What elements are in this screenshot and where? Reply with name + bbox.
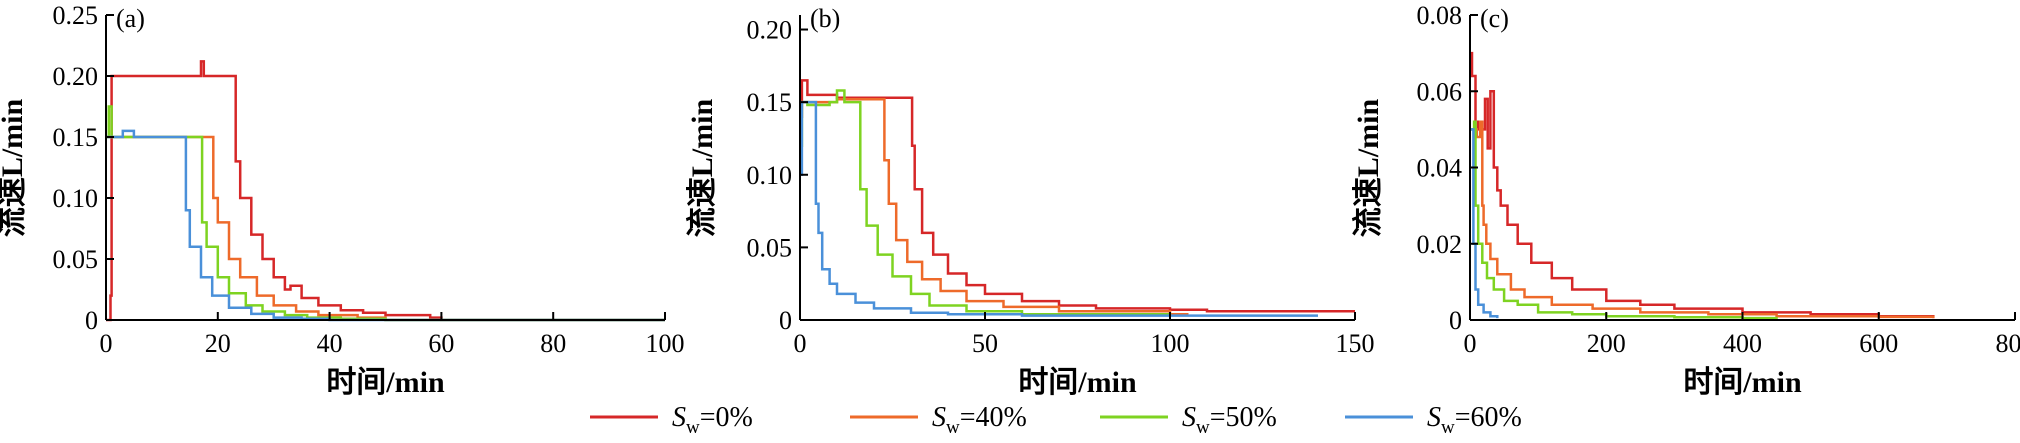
legend-item-4: Sw=60% <box>1345 402 1522 438</box>
y-tick-label: 0.20 <box>747 16 793 45</box>
panel-label: (c) <box>1480 4 1509 33</box>
y-tick-label: 0.10 <box>747 161 793 190</box>
series-line-1 <box>106 60 665 322</box>
x-tick-label: 800 <box>1996 329 2020 358</box>
series-line-2 <box>800 97 1189 316</box>
panel-1: 0 0.05 0.10 0.15 0.20 0.25 0 20 40 60 80 100 (a) 时间/m… <box>0 1 685 399</box>
y-tick-label: 0.08 <box>1417 1 1463 30</box>
y-tick-label: 0 <box>779 306 792 335</box>
series-line-3 <box>1470 120 1778 320</box>
y-tick-label: 0.05 <box>53 245 99 274</box>
series-line-1 <box>1470 51 1935 319</box>
y-tick-label: 0.10 <box>53 184 99 213</box>
x-tick-label: 80 <box>540 329 566 358</box>
y-tick-label: 0.15 <box>53 123 99 152</box>
x-tick-label: 200 <box>1587 329 1626 358</box>
y-tick-label: 0.20 <box>53 62 99 91</box>
x-axis-title: 时间/min <box>1683 366 1802 399</box>
y-tick-label: 0.25 <box>53 1 99 30</box>
x-tick-label: 0 <box>794 329 807 358</box>
series-line-4 <box>1470 128 1499 319</box>
legend-label: Sw=60% <box>1427 402 1522 438</box>
panel-label: (b) <box>810 4 840 33</box>
y-tick-label: 0.04 <box>1417 154 1463 183</box>
legend-item-3: Sw=50% <box>1100 402 1277 438</box>
y-tick-label: 0.06 <box>1417 77 1463 106</box>
series-line-2 <box>1470 120 1935 319</box>
y-tick-label: 0 <box>85 306 98 335</box>
x-axis-title: 时间/min <box>326 366 445 399</box>
x-tick-label: 20 <box>205 329 231 358</box>
x-tick-label: 0 <box>100 329 113 358</box>
legend-label: Sw=50% <box>1182 402 1277 438</box>
x-tick-label: 60 <box>428 329 454 358</box>
series-line-3 <box>800 89 1172 316</box>
y-axis-title: 流速L/min <box>1352 99 1385 238</box>
legend-item-1: Sw=0% <box>590 402 753 438</box>
legend: Sw=0% Sw=40% Sw=50% Sw=60% <box>590 402 1522 438</box>
x-tick-label: 50 <box>972 329 998 358</box>
legend-label: Sw=40% <box>932 402 1027 438</box>
y-tick-label: 0.02 <box>1417 230 1463 259</box>
x-tick-label: 100 <box>1151 329 1190 358</box>
chart-panels: 0 0.05 0.10 0.15 0.20 0.25 0 20 40 60 80 100 (a) 时间/m… <box>0 1 2020 399</box>
x-axis-title: 时间/min <box>1018 366 1137 399</box>
x-tick-label: 40 <box>317 329 343 358</box>
legend-label: Sw=0% <box>672 402 753 438</box>
y-axis-title: 流速L/min <box>686 99 719 238</box>
series-line-4 <box>800 100 1318 317</box>
x-tick-label: 0 <box>1464 329 1477 358</box>
panel-2: 0 0.05 0.10 0.15 0.20 0 50 100 150 (b) 时间/min 流速L/m… <box>686 4 1375 399</box>
series-line-4 <box>106 129 665 322</box>
x-tick-label: 600 <box>1859 329 1898 358</box>
y-axis-title: 流速L/min <box>0 99 29 238</box>
y-tick-label: 0 <box>1449 306 1462 335</box>
x-tick-label: 100 <box>646 329 685 358</box>
x-tick-label: 400 <box>1723 329 1762 358</box>
legend-item-2: Sw=40% <box>850 402 1027 438</box>
panel-label: (a) <box>116 4 145 33</box>
x-tick-label: 150 <box>1336 329 1375 358</box>
panel-3: 0 0.02 0.04 0.06 0.08 0 200 400 600 800 (c) 时间/min 流… <box>1352 1 2020 399</box>
y-tick-label: 0.05 <box>747 233 793 262</box>
y-tick-label: 0.15 <box>747 88 793 117</box>
